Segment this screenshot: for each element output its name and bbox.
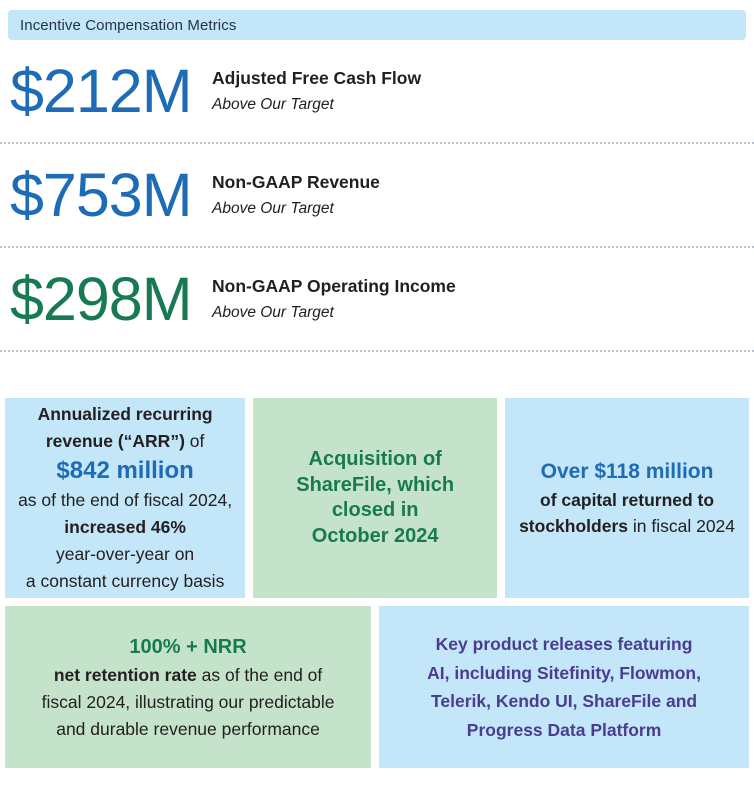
metric-text-afcf: Adjusted Free Cash Flow Above Our Target [210, 68, 421, 114]
metric-text-operating-income: Non-GAAP Operating Income Above Our Targ… [210, 276, 456, 322]
metric-text-revenue: Non-GAAP Revenue Above Our Target [210, 172, 380, 218]
capital-line-2: of capital returned to [540, 490, 715, 510]
metric-note-afcf: Above Our Target [212, 96, 334, 113]
products-line-2: AI, including Sitefinity, Flowmon, [427, 662, 701, 683]
page-title: Incentive Compensation Metrics [20, 16, 237, 34]
acquisition-line-2: ShareFile, which [296, 473, 455, 496]
metric-row-non-gaap-revenue: $753M Non-GAAP Revenue Above Our Target [0, 144, 754, 246]
capital-line-3: stockholders in fiscal 2024 [519, 516, 736, 536]
arr-line-2: revenue (“ARR”) of [45, 431, 205, 451]
product-releases-box: Key product releases featuring AI, inclu… [379, 606, 749, 768]
arr-line-6: a constant currency basis [25, 571, 225, 591]
highlight-boxes: Annualized recurring revenue (“ARR”) of … [5, 398, 749, 768]
capital-amount: Over $118 million [540, 460, 714, 483]
arr-line-5: year-over-year on [56, 544, 195, 564]
arr-amount: $842 million [56, 457, 194, 484]
metric-note-operating-income: Above Our Target [212, 304, 334, 321]
page: Incentive Compensation Metrics $212M Adj… [0, 10, 754, 787]
nrr-box: 100% + NRR net retention rate as of the … [5, 606, 372, 768]
metrics-section: $212M Adjusted Free Cash Flow Above Our … [0, 40, 754, 352]
nrr-line-4: and durable revenue performance [56, 718, 320, 739]
arr-highlight-box: Annualized recurring revenue (“ARR”) of … [5, 398, 246, 598]
acquisition-line-1: Acquisition of [308, 448, 442, 470]
dotted-divider-3 [0, 350, 754, 352]
metric-value-afcf: $212M [10, 56, 193, 125]
metric-label-operating-income: Non-GAAP Operating Income [212, 276, 456, 296]
sharefile-acquisition-box: Acquisition of ShareFile, which closed i… [253, 398, 498, 598]
dotted-divider-2 [0, 246, 754, 248]
arr-line-4: increased 46% [64, 517, 186, 537]
nrr-line-2: net retention rate as of the end of [53, 664, 323, 685]
products-line-1: Key product releases featuring [435, 634, 693, 654]
acquisition-line-3: closed in [331, 499, 419, 521]
highlight-row-bottom: 100% + NRR net retention rate as of the … [5, 606, 749, 768]
acquisition-line-4: October 2024 [311, 524, 439, 547]
nrr-line-3: fiscal 2024, illustrating our predictabl… [41, 691, 335, 712]
metric-value-operating-income: $298M [10, 264, 193, 333]
dotted-divider-1 [0, 142, 754, 144]
highlight-row-top: Annualized recurring revenue (“ARR”) of … [5, 398, 749, 598]
metric-label-afcf: Adjusted Free Cash Flow [212, 68, 422, 88]
products-line-4: Progress Data Platform [466, 719, 662, 740]
metric-row-adjusted-free-cash-flow: $212M Adjusted Free Cash Flow Above Our … [0, 40, 754, 142]
metric-label-revenue: Non-GAAP Revenue [212, 172, 380, 192]
arr-line-3: as of the end of fiscal 2024, [18, 490, 233, 510]
arr-line-1: Annualized recurring [37, 404, 213, 424]
capital-return-box: Over $118 million of capital returned to… [505, 398, 749, 598]
nrr-headline: 100% + NRR [129, 635, 247, 658]
metric-row-non-gaap-operating-income: $298M Non-GAAP Operating Income Above Ou… [0, 248, 754, 350]
header-bar: Incentive Compensation Metrics [8, 10, 746, 40]
products-line-3: Telerik, Kendo UI, ShareFile and [430, 691, 698, 711]
metric-value-revenue: $753M [10, 160, 193, 229]
metric-note-revenue: Above Our Target [212, 200, 334, 217]
